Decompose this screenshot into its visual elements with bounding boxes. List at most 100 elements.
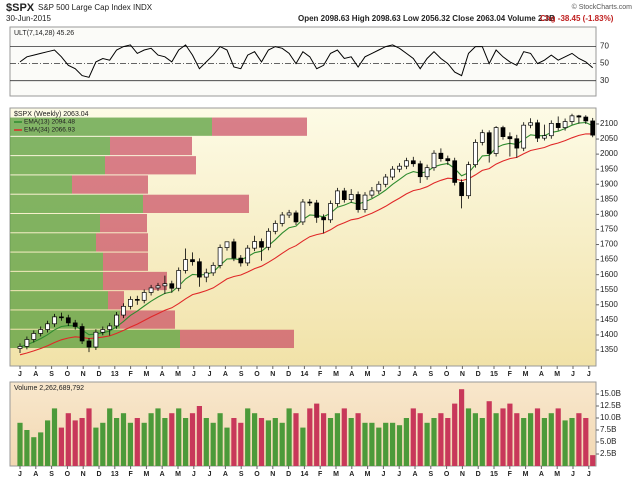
- candle-body: [383, 176, 389, 185]
- candle-body: [507, 136, 513, 140]
- volume-bar: [362, 422, 368, 466]
- volume-by-price-down: [120, 310, 175, 329]
- x-tick-label: M: [554, 471, 560, 478]
- x-tick-label: J: [587, 371, 591, 378]
- candle-body: [293, 212, 299, 223]
- candle-body: [183, 259, 188, 271]
- volume-bar: [120, 413, 127, 466]
- volume-bar: [321, 413, 327, 466]
- legend-label: EMA(34) 2066.93: [24, 127, 75, 134]
- volume-bar: [583, 418, 589, 466]
- volume-bar: [383, 422, 389, 466]
- x-tick-label: D: [286, 471, 291, 478]
- volume-bar: [355, 413, 361, 466]
- candle-body: [431, 152, 437, 169]
- volume-bar: [369, 422, 375, 466]
- candle-body: [197, 261, 202, 278]
- volume-bar: [148, 413, 154, 466]
- volume-bar: [58, 427, 64, 466]
- x-tick-label: O: [65, 371, 71, 378]
- x-tick-label: A: [33, 371, 38, 378]
- candle-body: [17, 346, 23, 349]
- x-tick-label: F: [318, 371, 323, 378]
- candle-body: [100, 329, 106, 333]
- volume-bar: [541, 418, 547, 466]
- volume-bar: [417, 413, 423, 466]
- x-tick-label: N: [81, 471, 86, 478]
- candle-body: [521, 124, 527, 149]
- x-tick-label: A: [160, 371, 165, 378]
- volume-bar: [72, 420, 78, 466]
- x-tick-label: S: [428, 471, 433, 478]
- x-tick-label: O: [254, 371, 260, 378]
- x-tick-label: J: [208, 371, 212, 378]
- volume-bar: [231, 418, 237, 466]
- candle-body: [555, 123, 561, 128]
- y-tick-label: 2000: [600, 149, 618, 158]
- volume-bar: [424, 422, 430, 466]
- x-tick-label: S: [239, 371, 244, 378]
- candle-body: [300, 201, 306, 223]
- x-tick-label: F: [508, 471, 513, 478]
- volume-bar: [155, 408, 161, 466]
- candle-body: [473, 142, 478, 166]
- y-tick-label: 12.5B: [600, 401, 621, 410]
- y-tick-label: 1650: [600, 255, 618, 264]
- candle-body: [252, 241, 257, 249]
- candle-body: [134, 299, 140, 301]
- x-tick-label: D: [476, 371, 481, 378]
- candle-body: [479, 132, 485, 143]
- x-tick-label: A: [412, 371, 417, 378]
- candle-body: [500, 127, 506, 137]
- y-tick-label: 1500: [600, 300, 618, 309]
- x-tick-label: 15: [490, 471, 498, 478]
- date: 30-Jun-2015: [6, 14, 51, 23]
- volume-bar: [376, 427, 382, 466]
- volume-bar: [493, 413, 499, 466]
- ult-line: [19, 44, 594, 78]
- volume-bar: [293, 413, 299, 466]
- volume-by-price-up: [10, 252, 103, 271]
- candle-body: [590, 120, 596, 136]
- volume-bar: [500, 408, 506, 466]
- candle-body: [176, 270, 182, 289]
- y-tick-label: 2.5B: [600, 449, 616, 458]
- x-tick-label: N: [460, 471, 465, 478]
- volume-bar: [452, 403, 458, 466]
- candle-body: [210, 264, 216, 274]
- y-tick-label: 1900: [600, 179, 618, 188]
- x-tick-label: S: [239, 471, 244, 478]
- candle-body: [390, 168, 395, 178]
- x-tick-label: 13: [111, 371, 119, 378]
- candle-body: [224, 241, 230, 248]
- volume-bar: [265, 420, 271, 466]
- candle-body: [86, 340, 92, 348]
- x-tick-label: A: [223, 471, 228, 478]
- volume-bar: [176, 408, 182, 466]
- volume-bar: [341, 408, 347, 466]
- volume-bar: [314, 403, 320, 466]
- volume-bar: [38, 432, 44, 466]
- candle-body: [562, 121, 568, 128]
- volume-bar: [479, 418, 485, 466]
- candle-body: [424, 167, 430, 178]
- candle-body: [203, 272, 209, 278]
- volume-bar: [465, 408, 472, 466]
- x-tick-label: F: [318, 471, 323, 478]
- volume-by-price-down: [110, 136, 192, 156]
- x-tick-label: M: [143, 371, 149, 378]
- volume-bar: [548, 413, 554, 466]
- quote: Open 2098.63 High 2098.63 Low 2056.32 Cl…: [298, 14, 555, 23]
- volume-bar: [252, 413, 258, 466]
- x-tick-label: A: [160, 471, 165, 478]
- change: Chg -38.45 (-1.83%): [540, 14, 614, 23]
- candle-body: [348, 194, 354, 200]
- candle-body: [459, 182, 464, 197]
- candle-body: [404, 160, 409, 167]
- y-tick-label: 50: [600, 59, 609, 68]
- y-tick-label: 1350: [600, 345, 618, 354]
- volume-bar: [100, 422, 106, 466]
- x-tick-label: F: [508, 371, 513, 378]
- x-tick-label: J: [397, 471, 401, 478]
- volume-bar: [438, 413, 444, 466]
